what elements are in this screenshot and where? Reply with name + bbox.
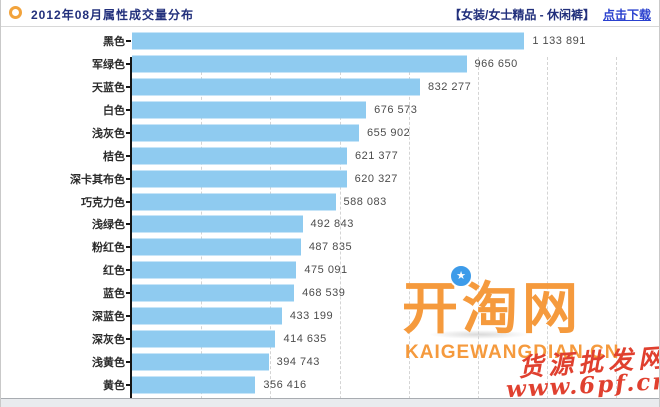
bar[interactable] [132, 193, 336, 211]
category-label: 军绿色 [92, 59, 125, 72]
bar-chart: 黑色 1 133 891 军绿色 966 650 天蓝色 832 277 白色 676 573… [1, 27, 659, 407]
chart-row: 浅黄色 394 743 [1, 350, 659, 373]
gridline [408, 57, 410, 407]
orange-ring-icon [9, 6, 22, 19]
y-axis-tick [126, 314, 131, 317]
page-title: 2012年08月属性成交量分布 [31, 8, 195, 22]
y-axis-tick [126, 360, 131, 363]
category-label: 白色 [103, 105, 125, 118]
bar[interactable] [132, 284, 295, 302]
bar[interactable] [132, 215, 303, 233]
category-label: 深灰色 [92, 333, 125, 346]
bar[interactable] [132, 55, 467, 73]
value-label: 487 835 [308, 241, 353, 254]
y-axis-tick [126, 337, 131, 340]
bar[interactable] [132, 147, 348, 165]
bar[interactable] [132, 101, 367, 119]
chart-row: 桔色 621 377 [1, 144, 659, 167]
category-label: 黑色 [103, 36, 125, 49]
y-axis-tick [126, 154, 131, 157]
bar[interactable] [132, 353, 269, 371]
chart-row: 深蓝色 433 199 [1, 305, 659, 328]
y-axis-tick [126, 131, 131, 134]
bar[interactable] [132, 330, 276, 348]
bottom-strip [1, 398, 659, 407]
chart-row: 蓝色 468 539 [1, 282, 659, 305]
category-label: 蓝色 [103, 288, 125, 301]
value-label: 468 539 [302, 287, 346, 300]
value-label: 620 327 [354, 172, 398, 185]
value-label: 588 083 [343, 195, 387, 208]
bar[interactable] [132, 238, 301, 256]
value-label: 394 743 [276, 355, 320, 368]
y-axis-tick [126, 177, 131, 180]
category-label: 黄色 [103, 379, 125, 392]
y-axis-tick [126, 200, 131, 203]
y-axis-tick [126, 292, 131, 295]
bar[interactable] [132, 124, 359, 142]
value-label: 1 133 891 [532, 35, 586, 48]
gridline [478, 57, 480, 407]
category-label: 天蓝色 [92, 82, 125, 95]
bar[interactable] [132, 170, 347, 188]
chart-row: 深卡其布色 620 327 [1, 167, 659, 190]
category-label: 深蓝色 [92, 310, 125, 323]
value-label: 966 650 [474, 58, 518, 71]
value-label: 414 635 [283, 332, 327, 345]
category-label: 浅黄色 [92, 356, 125, 369]
category-label: 浅绿色 [92, 219, 125, 232]
category-label: 红色 [103, 265, 125, 278]
value-label: 621 377 [355, 149, 399, 162]
y-axis-tick [126, 109, 131, 112]
bar[interactable] [132, 376, 256, 394]
value-label: 492 843 [310, 218, 354, 231]
chart-row: 白色 676 573 [1, 99, 659, 122]
chart-row: 浅绿色 492 843 [1, 213, 659, 236]
value-label: 676 573 [374, 104, 418, 117]
chart-row: 浅灰色 655 902 [1, 122, 659, 145]
y-axis-tick [126, 63, 131, 66]
chart-row: 红色 475 091 [1, 259, 659, 282]
y-axis-tick [126, 40, 131, 43]
value-label: 832 277 [428, 81, 472, 94]
bar[interactable] [132, 78, 420, 96]
bar[interactable] [132, 32, 525, 50]
y-axis-tick [126, 246, 131, 249]
category-label: 巧克力色 [81, 196, 125, 209]
chart-row: 粉红色 487 835 [1, 236, 659, 259]
report-header: 2012年08月属性成交量分布 【女装/女士精品 - 休闲裤】 点击下载 [1, 0, 659, 27]
y-axis-tick [126, 383, 131, 386]
gridline [339, 57, 341, 407]
value-label: 356 416 [263, 378, 307, 391]
chart-row: 军绿色 966 650 [1, 53, 659, 76]
chart-row: 天蓝色 832 277 [1, 76, 659, 99]
chart-row: 深灰色 414 635 [1, 327, 659, 350]
y-axis [130, 57, 132, 407]
value-label: 433 199 [289, 309, 334, 322]
category-breadcrumb: 【女装/女士精品 - 休闲裤】 [448, 8, 595, 22]
category-label: 浅灰色 [92, 127, 125, 140]
value-label: 475 091 [304, 264, 348, 277]
chart-row: 黑色 1 133 891 [1, 30, 659, 53]
y-axis-tick [126, 269, 131, 272]
bar[interactable] [132, 261, 297, 279]
y-axis-tick [126, 86, 131, 89]
chart-row: 黄色 356 416 [1, 373, 659, 396]
download-link[interactable]: 点击下载 [602, 8, 651, 22]
y-axis-tick [126, 223, 131, 226]
chart-row: 巧克力色 588 083 [1, 190, 659, 213]
category-label: 深卡其布色 [70, 173, 125, 186]
category-label: 桔色 [103, 150, 125, 163]
gridline [547, 57, 549, 407]
category-label: 粉红色 [92, 242, 125, 255]
value-label: 655 902 [366, 126, 411, 139]
gridline [616, 57, 618, 407]
header-right: 【女装/女士精品 - 休闲裤】 点击下载 [449, 6, 651, 23]
bar[interactable] [132, 307, 282, 325]
